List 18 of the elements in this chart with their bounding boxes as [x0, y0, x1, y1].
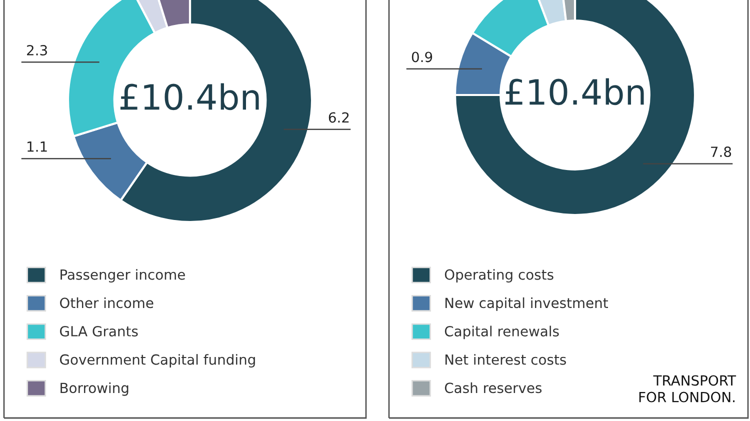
legend-label: Capital renewals: [444, 326, 559, 340]
legend-label: Borrowing: [60, 382, 128, 396]
legend-label: GLA Grants: [60, 326, 138, 336]
data-label: 6.2: [328, 112, 349, 123]
data-label: 7.8: [711, 146, 732, 158]
text: TRANSPORT FOR LONDON.: [639, 375, 736, 402]
legend-label: Other income: [60, 297, 154, 308]
legend-label: Operating costs: [444, 269, 554, 283]
data-label: 1.1: [28, 142, 47, 152]
legend-label: Cash reserves: [444, 382, 542, 394]
legend-label: New capital investment: [445, 297, 608, 311]
legend-label: Net interest costs: [445, 354, 566, 365]
data-label: 2.3: [27, 44, 47, 56]
legend-label: Government Capital funding: [60, 354, 255, 368]
legend-label: Passenger income: [60, 269, 185, 283]
text: £10.4bn: [120, 83, 259, 110]
data-label: 0.9: [412, 52, 432, 62]
text: £10.4bn: [505, 78, 644, 106]
